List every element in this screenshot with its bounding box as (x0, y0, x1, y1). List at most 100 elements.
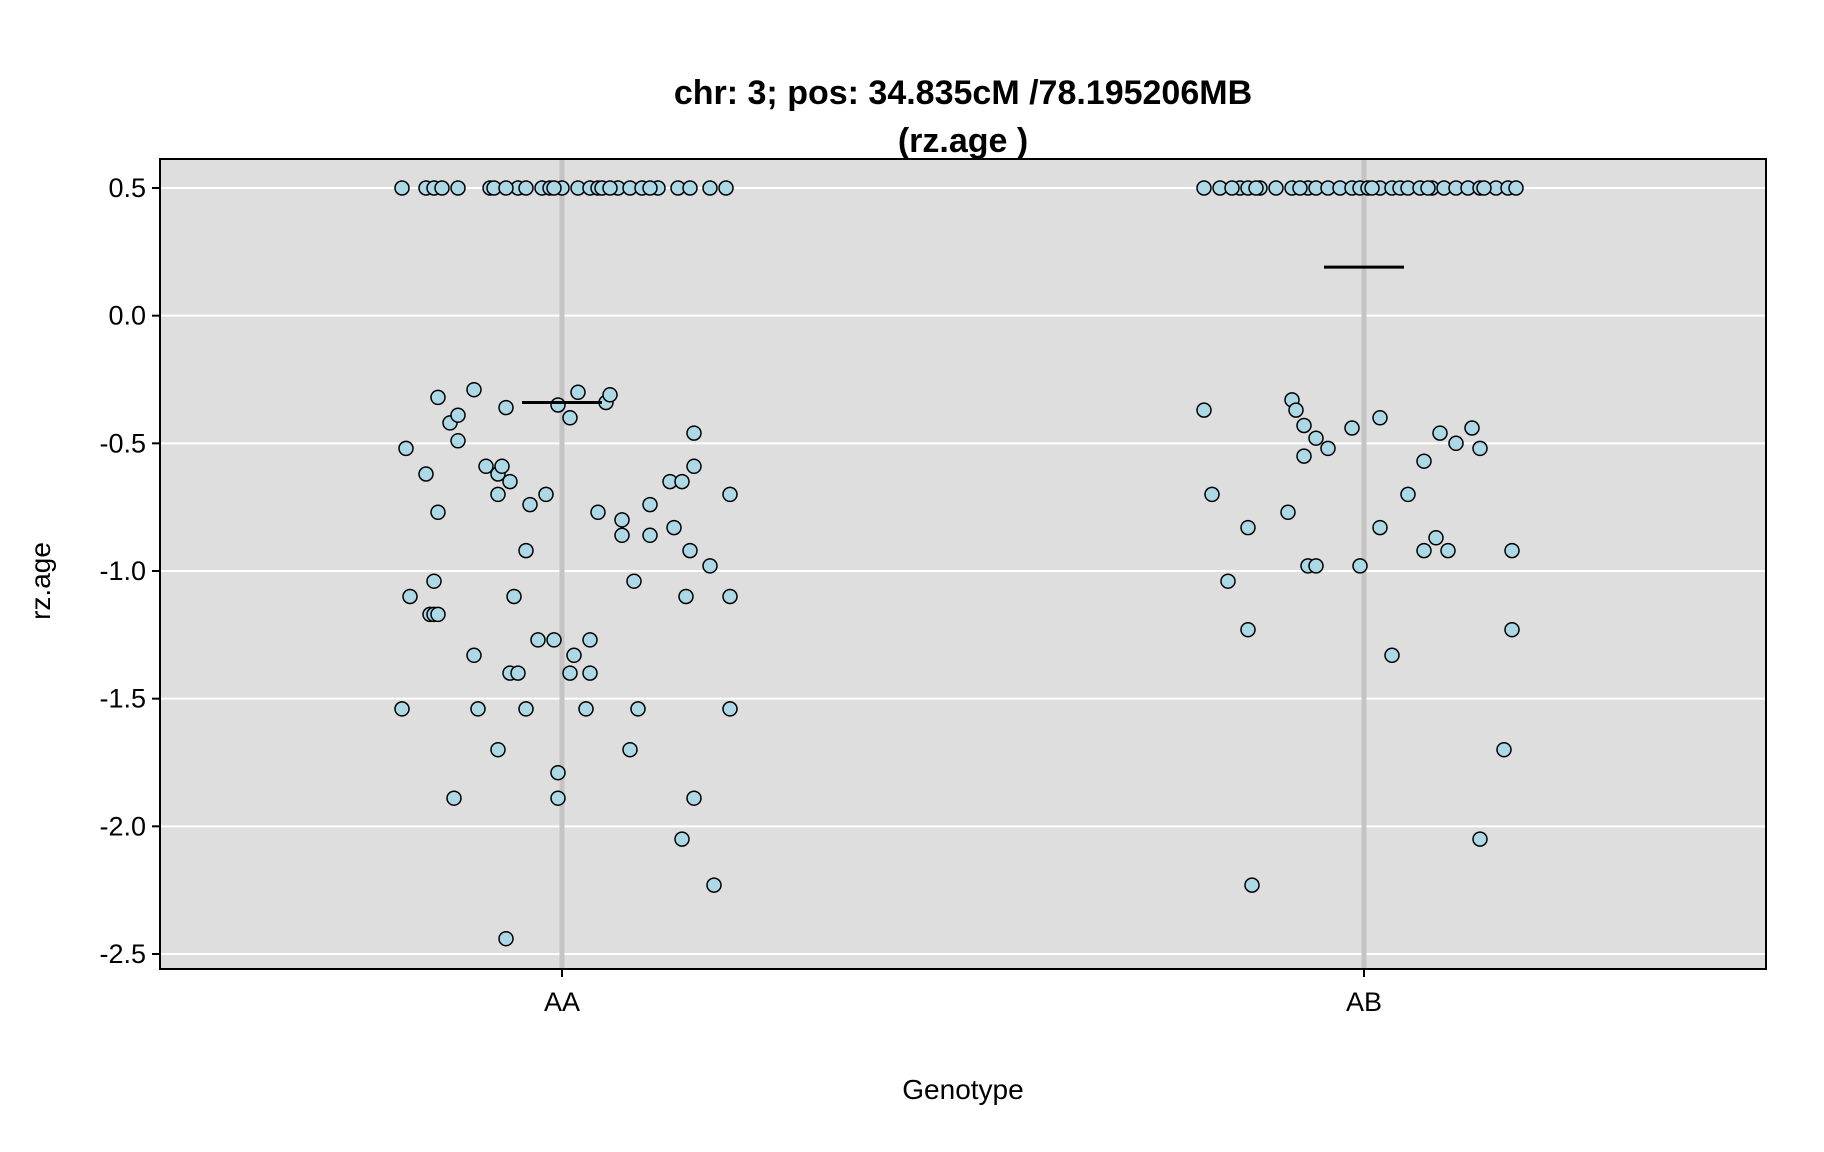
data-point (394, 701, 410, 717)
data-point (530, 632, 546, 648)
data-point (1496, 741, 1512, 758)
data-point (1288, 402, 1304, 418)
data-point (498, 399, 514, 416)
data-point (622, 741, 638, 758)
chart-title: chr: 3; pos: 34.835cM /78.195206MB (674, 74, 1252, 112)
data-point (566, 647, 582, 664)
data-point (450, 433, 466, 449)
data-point (642, 496, 658, 513)
data-point (1420, 180, 1436, 196)
data-point (502, 473, 518, 490)
data-point (578, 701, 594, 717)
data-point (1428, 530, 1444, 546)
data-point (522, 496, 538, 513)
data-point (430, 606, 446, 623)
data-point (1448, 435, 1464, 452)
data-point (702, 180, 718, 196)
data-point (682, 542, 698, 559)
data-point (550, 790, 566, 806)
data-point (642, 180, 658, 196)
data-point (1320, 440, 1336, 457)
data-point (418, 466, 434, 482)
data-point (1352, 558, 1368, 574)
data-point (1220, 573, 1236, 589)
data-point (678, 588, 694, 605)
data-point (1244, 877, 1260, 893)
data-point (1204, 486, 1220, 503)
y-tick-label: -2.0 (99, 811, 146, 841)
data-point (562, 410, 578, 426)
data-point (1364, 180, 1380, 196)
y-tick-label: 0.0 (108, 301, 146, 331)
data-point (1308, 558, 1324, 574)
data-point (430, 389, 446, 406)
data-point (674, 473, 690, 490)
data-point (1504, 542, 1520, 559)
data-point (590, 504, 606, 521)
data-point (1280, 504, 1296, 521)
data-point (1268, 180, 1284, 196)
data-point (466, 381, 482, 398)
data-point (626, 573, 642, 589)
data-point (1344, 420, 1360, 436)
data-point (666, 519, 682, 536)
data-point (722, 486, 738, 503)
data-point (518, 701, 534, 717)
data-point (614, 527, 630, 544)
data-point (1400, 486, 1416, 503)
data-point (1508, 180, 1524, 196)
data-point (450, 407, 466, 423)
data-point (602, 387, 618, 403)
data-point (466, 647, 482, 664)
data-point (450, 180, 466, 196)
data-point (1224, 180, 1240, 196)
data-point (1372, 410, 1388, 426)
data-point (546, 180, 562, 196)
data-point (1372, 519, 1388, 536)
mean-lines (522, 265, 1404, 404)
data-point (446, 790, 462, 806)
data-point (1240, 621, 1256, 638)
y-tick-label: -1.0 (99, 556, 146, 586)
plot-panel (160, 159, 1766, 969)
data-point (1196, 402, 1212, 418)
data-point (506, 588, 522, 605)
data-point (546, 632, 562, 648)
data-point (1296, 417, 1312, 434)
data-points (394, 180, 1524, 947)
data-point (490, 486, 506, 503)
data-point (1248, 180, 1264, 196)
y-tick-label: 0.5 (108, 173, 146, 203)
data-point (470, 701, 486, 717)
data-point (478, 458, 494, 475)
data-point (1292, 180, 1308, 196)
y-tick-label: -2.5 (99, 939, 146, 969)
data-point (1504, 621, 1520, 638)
data-point (706, 877, 722, 893)
data-point (426, 573, 442, 589)
data-point (682, 180, 698, 196)
data-point (498, 930, 514, 947)
data-point (402, 588, 418, 605)
data-point (1472, 831, 1488, 847)
data-point (494, 458, 510, 475)
y-tick-label: -0.5 (99, 428, 146, 458)
data-point (1416, 453, 1432, 469)
data-point (434, 180, 450, 196)
data-point (722, 701, 738, 717)
data-point (582, 665, 598, 681)
y-axis: 0.5 0.0 -0.5 -1.0 -1.5 -2.0 -2.5 (99, 173, 160, 969)
data-point (538, 486, 554, 503)
y-axis-label: rz.age (25, 542, 56, 620)
data-point (394, 180, 410, 196)
plot-border (159, 158, 1767, 970)
data-point (430, 504, 446, 521)
chart-subtitle: (rz.age ) (898, 122, 1028, 160)
data-point (498, 180, 514, 196)
data-point (602, 180, 618, 196)
data-point (518, 542, 534, 559)
data-point (1440, 542, 1456, 559)
data-point (562, 665, 578, 681)
data-point (718, 180, 734, 196)
